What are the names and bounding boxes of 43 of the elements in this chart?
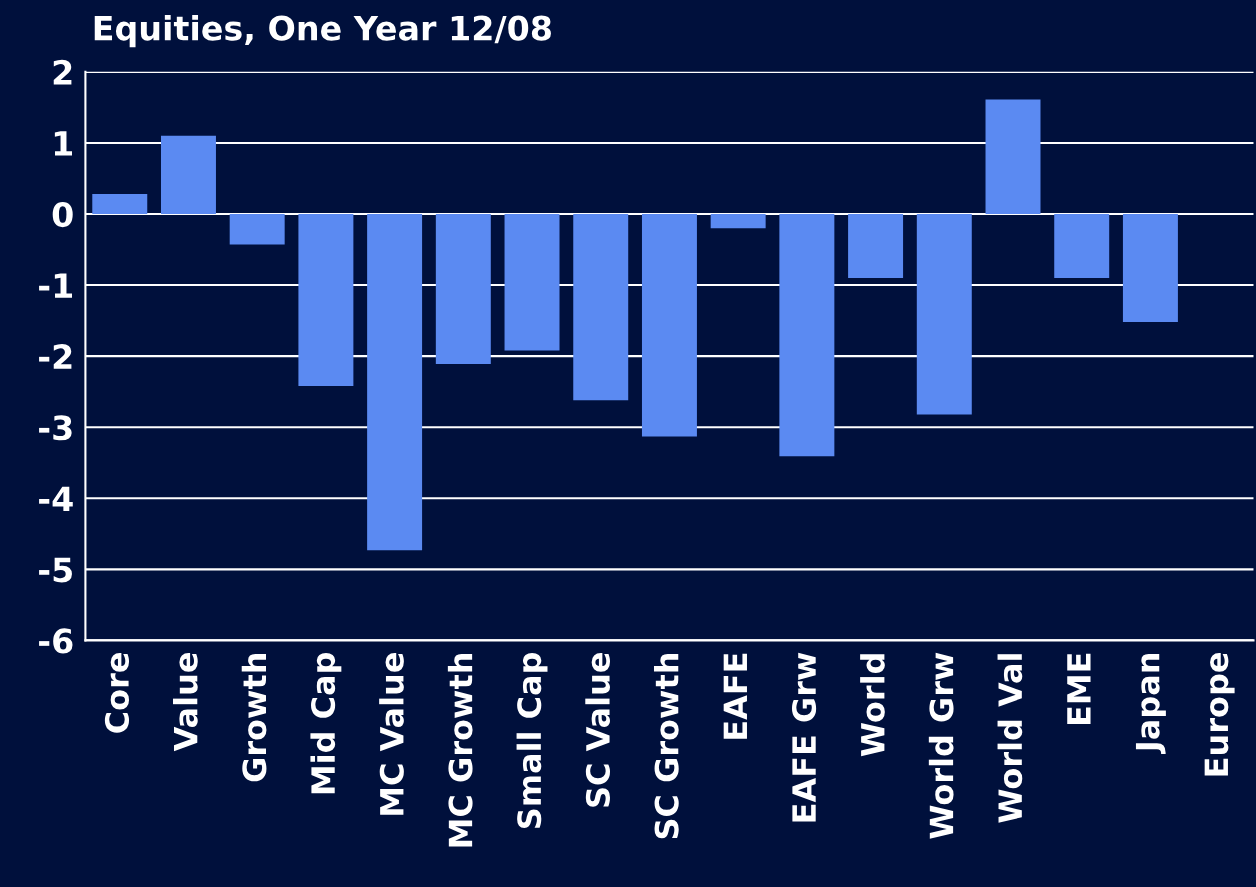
x-tick-label: World Grw xyxy=(928,652,954,839)
x-tick-label: MC Value xyxy=(379,653,404,815)
x-tick-label: Small Cap xyxy=(516,652,548,828)
x-tick-label: Japan xyxy=(1135,654,1166,754)
y-tick-label: -3 xyxy=(39,415,72,441)
bar xyxy=(641,213,697,437)
x-tick-label: EAFE Grw xyxy=(791,652,817,822)
x-tick-label: World xyxy=(860,654,885,757)
bar xyxy=(298,213,354,386)
y-tick-label: -1 xyxy=(39,273,73,298)
bar xyxy=(367,213,423,551)
bar xyxy=(916,213,972,415)
x-tick-label: Growth xyxy=(241,654,267,782)
bar xyxy=(1122,213,1178,323)
bar xyxy=(504,213,560,351)
bar xyxy=(435,213,491,364)
x-tick-label: EME xyxy=(1067,653,1091,725)
bar xyxy=(92,194,148,214)
x-tick-label: SC Value xyxy=(585,653,611,807)
x-tick-label: Europe xyxy=(1204,653,1235,776)
y-tick-label: -5 xyxy=(39,557,72,583)
x-tick-label: MC Growth xyxy=(447,654,473,847)
bar xyxy=(160,135,216,214)
y-tick-label: -2 xyxy=(39,344,72,369)
x-tick-label: Mid Cap xyxy=(310,652,342,794)
x-tick-label: Core xyxy=(104,653,130,733)
y-tick-label: 2 xyxy=(53,59,72,85)
bar xyxy=(573,213,629,401)
bar xyxy=(229,213,285,245)
chart-title: Equities, One Year 12/08 xyxy=(94,14,551,48)
bar xyxy=(710,213,766,229)
y-tick-label: -4 xyxy=(39,486,73,511)
bar xyxy=(848,213,904,278)
bar xyxy=(985,99,1041,214)
x-tick-label: Value xyxy=(173,653,198,752)
x-tick-label: EAFE xyxy=(723,653,747,739)
bar xyxy=(1054,213,1110,278)
bar xyxy=(779,213,835,457)
y-tick-label: 1 xyxy=(54,131,73,156)
x-tick-label: World Val xyxy=(997,654,1023,823)
x-tick-label: SC Growth xyxy=(653,654,679,839)
y-tick-label: -6 xyxy=(39,628,73,654)
y-tick-label: 0 xyxy=(52,201,73,228)
